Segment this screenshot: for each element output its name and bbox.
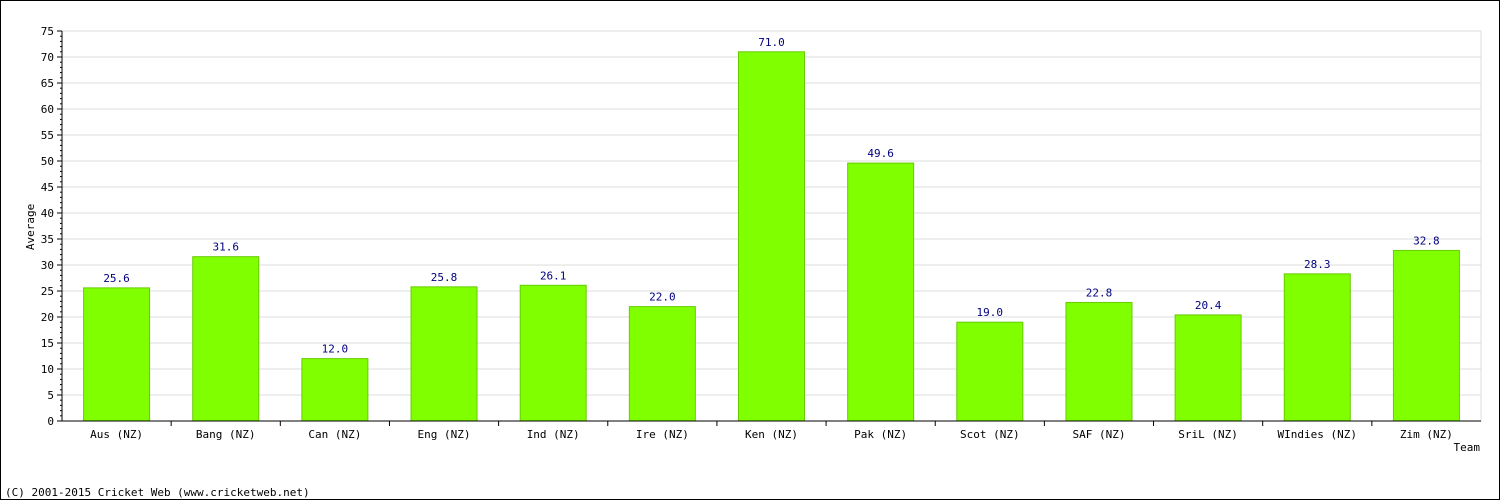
bar-value-label: 26.1 <box>540 269 567 282</box>
y-tick-label: 50 <box>41 155 54 168</box>
bars <box>83 51 1460 422</box>
y-tick-labels: 0 5 10 15 20 25 30 35 40 45 50 55 60 65 70 75 <box>41 25 54 428</box>
bar <box>301 358 369 422</box>
x-tick-label: WIndies (NZ) <box>1278 428 1357 441</box>
bar-value-label: 28.3 <box>1304 258 1331 271</box>
y-axis-title: Average <box>24 204 37 250</box>
x-tick-label: Can (NZ) <box>308 428 361 441</box>
bar <box>192 256 260 422</box>
x-tick-label: Scot (NZ) <box>960 428 1020 441</box>
bar-value-label: 31.6 <box>212 241 239 254</box>
x-tick-label: SAF (NZ) <box>1072 428 1125 441</box>
y-tick-label: 75 <box>41 25 54 38</box>
bar-value-label: 71.0 <box>758 36 785 49</box>
y-tick-label: 30 <box>41 259 54 272</box>
y-tick-label: 35 <box>41 233 54 246</box>
y-tick-label: 20 <box>41 311 54 324</box>
bar-value-label: 12.0 <box>322 343 349 356</box>
y-tick-label: 5 <box>47 389 54 402</box>
bar <box>956 321 1024 422</box>
x-tick-label: Zim (NZ) <box>1400 428 1453 441</box>
y-tick-label: 10 <box>41 363 54 376</box>
bar <box>1174 314 1242 422</box>
y-tick-label: 0 <box>47 415 54 428</box>
bar <box>847 162 915 422</box>
bar <box>83 287 151 422</box>
x-tick-label: Pak (NZ) <box>854 428 907 441</box>
y-tick-label: 55 <box>41 129 54 142</box>
x-tick-label: Aus (NZ) <box>90 428 143 441</box>
x-tick-label: Ire (NZ) <box>636 428 689 441</box>
bar <box>1392 249 1460 422</box>
bar-value-label: 19.0 <box>977 306 1004 319</box>
x-axis-title: Team <box>1454 441 1481 454</box>
x-tick-label: Ind (NZ) <box>527 428 580 441</box>
bar-value-label: 49.6 <box>867 147 894 160</box>
bar <box>519 284 587 422</box>
bar <box>1283 273 1351 422</box>
bar-value-label: 32.8 <box>1413 234 1440 247</box>
y-tick-label: 15 <box>41 337 54 350</box>
x-tick-label: Eng (NZ) <box>418 428 471 441</box>
bar-value-label: 25.8 <box>431 271 458 284</box>
bar <box>628 306 696 422</box>
y-tick-label: 25 <box>41 285 54 298</box>
x-tick-label: Ken (NZ) <box>745 428 798 441</box>
bar-value-label: 22.0 <box>649 291 676 304</box>
y-tick-label: 60 <box>41 103 54 116</box>
x-tick-labels: Aus (NZ) Bang (NZ) Can (NZ) Eng (NZ) Ind (NZ… <box>90 428 1453 441</box>
bar-value-label: 22.8 <box>1086 286 1113 299</box>
footer-copyright: (C) 2001-2015 Cricket Web (www.cricketwe… <box>5 486 310 499</box>
x-tick-label: Bang (NZ) <box>196 428 256 441</box>
y-tick-label: 70 <box>41 51 54 64</box>
y-tick-label: 65 <box>41 77 54 90</box>
y-tick-label: 40 <box>41 207 54 220</box>
bar <box>1065 301 1133 422</box>
y-tick-label: 45 <box>41 181 54 194</box>
bar <box>738 51 805 422</box>
x-tick-label: SriL (NZ) <box>1178 428 1238 441</box>
bar <box>410 286 478 422</box>
bar-value-label: 20.4 <box>1195 299 1222 312</box>
bar-value-label: 25.6 <box>103 272 130 285</box>
value-labels: 25.6 31.6 12.0 25.8 26.1 22.0 71.0 49.6 19.0 22.8… <box>103 36 1439 356</box>
axes <box>57 30 1481 426</box>
